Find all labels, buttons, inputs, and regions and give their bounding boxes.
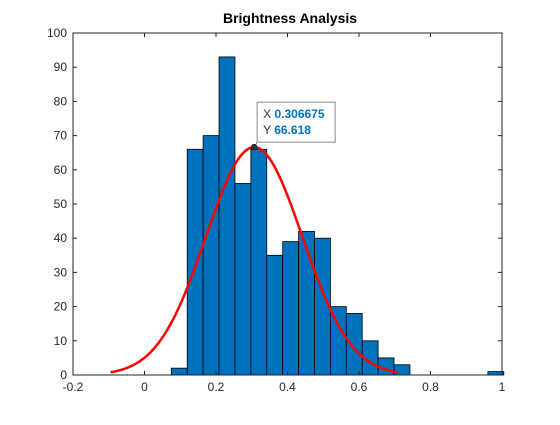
x-tick-label: -0.2 <box>63 380 84 394</box>
x-tick-label: 0.8 <box>422 380 439 394</box>
histogram-bar <box>186 148 204 376</box>
histogram-bar <box>298 230 315 376</box>
y-tick-label: 10 <box>54 334 68 348</box>
y-tick-label: 90 <box>54 60 68 74</box>
y-tick-label: 70 <box>54 129 68 143</box>
histogram-bar <box>393 364 411 376</box>
x-tick-label: 0 <box>141 380 148 394</box>
histogram-bar <box>266 254 284 376</box>
datatip-x-value: 0.306675 <box>274 107 324 121</box>
datatip-x: X 0.306675 <box>263 107 325 121</box>
y-tick-label: 80 <box>54 94 68 108</box>
datatip-x-label: X <box>263 107 274 121</box>
histogram-bar <box>202 135 220 376</box>
bars-layer <box>170 56 505 376</box>
chart-title: Brightness Analysis <box>223 10 357 26</box>
datatip-y: Y 66.618 <box>263 123 311 137</box>
x-tick-label: 1 <box>499 380 506 394</box>
datatip-y-value: 66.618 <box>274 123 311 137</box>
histogram-bar <box>282 241 299 376</box>
histogram-bar <box>218 56 236 376</box>
datatip-box[interactable] <box>256 101 336 143</box>
x-tick-label: 0.4 <box>279 380 296 394</box>
histogram-bar <box>234 183 252 376</box>
x-tick-label: 0.2 <box>208 380 225 394</box>
y-tick-label: 30 <box>54 265 68 279</box>
y-tick-label: 20 <box>54 300 68 314</box>
datatip-y-label: Y <box>263 123 274 137</box>
y-tick-label: 0 <box>60 368 67 382</box>
histogram-bar <box>345 313 363 376</box>
datatip-marker[interactable] <box>250 143 258 151</box>
histogram-bar <box>170 367 188 376</box>
x-tick-label: 0.6 <box>351 380 368 394</box>
y-tick-label: 40 <box>54 231 68 245</box>
histogram-bar <box>487 371 505 376</box>
y-tick-label: 50 <box>54 197 68 211</box>
y-tick-label: 60 <box>54 163 68 177</box>
y-tick-label: 100 <box>47 26 67 40</box>
histogram-bar <box>250 148 268 376</box>
